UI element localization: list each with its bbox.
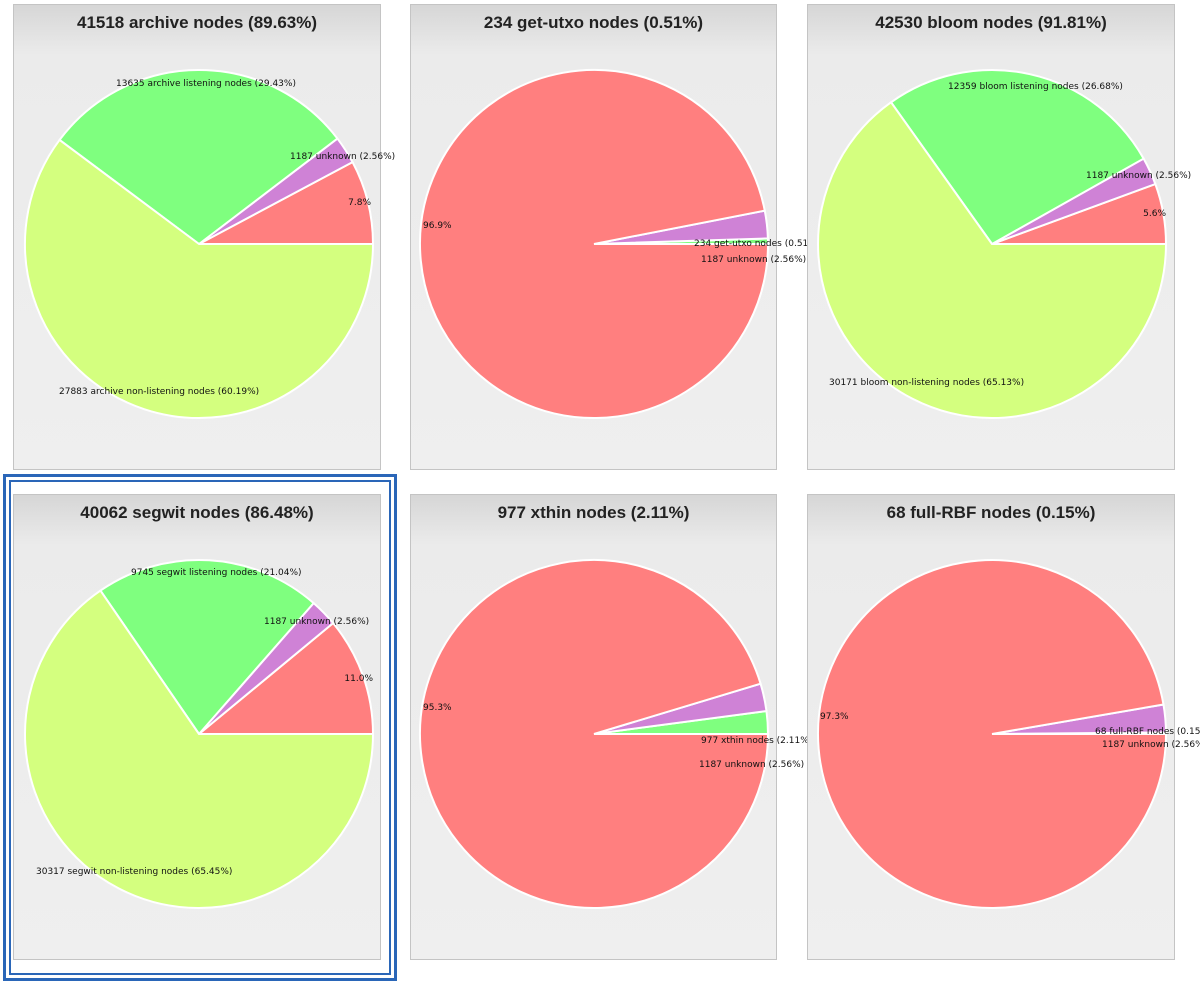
slice-label: 96.9%	[423, 221, 452, 231]
pie-slice-red	[419, 559, 770, 909]
slice-label: 30171 bloom non-listening nodes (65.13%)	[829, 378, 1024, 388]
slice-label: 68 full-RBF nodes (0.15%)	[1095, 727, 1200, 737]
slice-label: 9745 segwit listening nodes (21.04%)	[131, 568, 302, 578]
pie-slice-green	[58, 69, 339, 246]
slice-label: 11.0%	[344, 674, 373, 684]
chart-title: 40062 segwit nodes (86.48%)	[80, 503, 314, 522]
pie-slice-green	[99, 559, 316, 736]
pie-chart-get-utxo: 234 get-utxo nodes (0.51%) 1187 unknown (…	[419, 69, 820, 420]
pie-chart-bloom: 5.6% 1187 unknown (2.56%) 12359 bloom list…	[817, 69, 1191, 420]
slice-label: 977 xthin nodes (2.11%)	[701, 736, 812, 746]
chart-panel-bloom: 42530 bloom nodes (91.81%) 5.6% 1187 unkn…	[807, 4, 1191, 470]
slice-label: 27883 archive non-listening nodes (60.19…	[59, 387, 259, 397]
chart-panel-full-rbf: 68 full-RBF nodes (0.15%) 68 full-RBF no…	[807, 494, 1200, 960]
pie-chart-full-rbf: 68 full-RBF nodes (0.15%) 1187 unknown (2…	[817, 559, 1200, 910]
pie-slice-yellow	[817, 100, 1168, 420]
chart-title: 68 full-RBF nodes (0.15%)	[886, 503, 1096, 522]
chart-title: 42530 bloom nodes (91.81%)	[875, 13, 1107, 32]
slice-label: 7.8%	[348, 198, 371, 208]
chart-panel-xthin: 977 xthin nodes (2.11%) 977 xthin nodes …	[410, 494, 812, 960]
chart-panel-archive: 41518 archive nodes (89.63%) 7.8% 1187 un…	[13, 4, 395, 470]
pie-slice-red	[419, 69, 770, 420]
pie-slice-red	[817, 559, 1168, 910]
chart-panel-get-utxo: 234 get-utxo nodes (0.51%) 234 get-utxo …	[410, 4, 820, 470]
slice-label: 1187 unknown (2.56%)	[699, 760, 804, 770]
slice-label: 1187 unknown (2.56%)	[1102, 740, 1200, 750]
pie-chart-archive: 7.8% 1187 unknown (2.56%) 13635 archive li…	[24, 69, 395, 419]
pie-slice-yellow	[24, 589, 375, 909]
slice-label: 30317 segwit non-listening nodes (65.45%…	[36, 867, 232, 877]
slice-label: 13635 archive listening nodes (29.43%)	[116, 79, 296, 89]
pie-chart-xthin: 977 xthin nodes (2.11%) 1187 unknown (2.5…	[419, 559, 812, 909]
slice-label: 5.6%	[1143, 209, 1166, 219]
slice-label: 1187 unknown (2.56%)	[701, 255, 806, 265]
slice-label: 1187 unknown (2.56%)	[1086, 171, 1191, 181]
pie-chart-segwit: 11.0% 1187 unknown (2.56%) 9745 segwit lis…	[24, 559, 375, 909]
slice-label: 12359 bloom listening nodes (26.68%)	[948, 82, 1123, 92]
slice-label: 97.3%	[820, 712, 849, 722]
slice-label: 95.3%	[423, 703, 452, 713]
chart-title: 234 get-utxo nodes (0.51%)	[483, 13, 704, 32]
slice-label: 1187 unknown (2.56%)	[290, 152, 395, 162]
pie-slice-yellow	[24, 138, 375, 419]
pie-slice-green	[889, 69, 1145, 246]
chart-title: 977 xthin nodes (2.11%)	[497, 503, 690, 522]
slice-label: 1187 unknown (2.56%)	[264, 617, 369, 627]
chart-panel-segwit: 40062 segwit nodes (86.48%) 11.0% 1187 un…	[13, 494, 381, 960]
selection-highlight	[3, 474, 397, 981]
chart-title: 41518 archive nodes (89.63%)	[76, 13, 318, 32]
pie-slice-red	[196, 621, 375, 735]
slice-label: 234 get-utxo nodes (0.51%)	[694, 239, 820, 249]
